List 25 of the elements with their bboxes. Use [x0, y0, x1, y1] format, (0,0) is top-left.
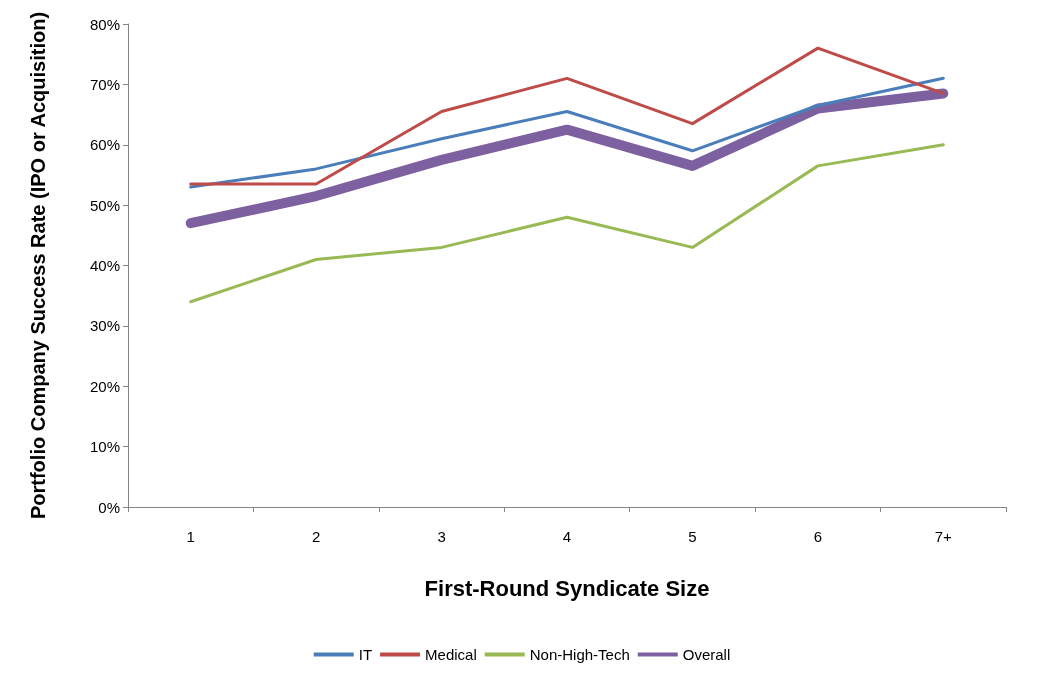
- x-tick-label: 5: [688, 528, 697, 545]
- legend-label: Non-High-Tech: [529, 646, 630, 663]
- y-tick-label: 40%: [89, 257, 120, 274]
- y-tick-label: 70%: [89, 75, 120, 93]
- x-tick-label: 1: [186, 528, 195, 545]
- x-tick-label: 6: [813, 528, 823, 545]
- x-axis-title: First-Round Syndicate Size: [424, 575, 710, 601]
- y-tick-label: 0%: [98, 498, 120, 516]
- y-tick-label: 60%: [89, 136, 120, 154]
- y-tick-label: 20%: [89, 377, 120, 395]
- legend-label: IT: [358, 646, 373, 663]
- line-series: [189, 143, 945, 304]
- x-tick-label: 7+: [934, 528, 953, 545]
- legend-label: Medical: [425, 646, 477, 663]
- line-series: [189, 76, 945, 189]
- legend-label: Overall: [682, 646, 731, 663]
- y-tick-label: 10%: [89, 438, 120, 456]
- x-tick-label: 4: [562, 528, 572, 545]
- x-tick-label: 2: [311, 528, 321, 545]
- line-series: [189, 46, 945, 186]
- y-axis-title: Portfolio Company Success Rate (IPO or Acquisition): [27, 11, 49, 520]
- x-tick-label: 3: [437, 528, 446, 545]
- y-tick-label: 50%: [89, 196, 120, 214]
- y-tick-label: 80%: [89, 15, 120, 33]
- y-tick-label: 30%: [89, 317, 120, 335]
